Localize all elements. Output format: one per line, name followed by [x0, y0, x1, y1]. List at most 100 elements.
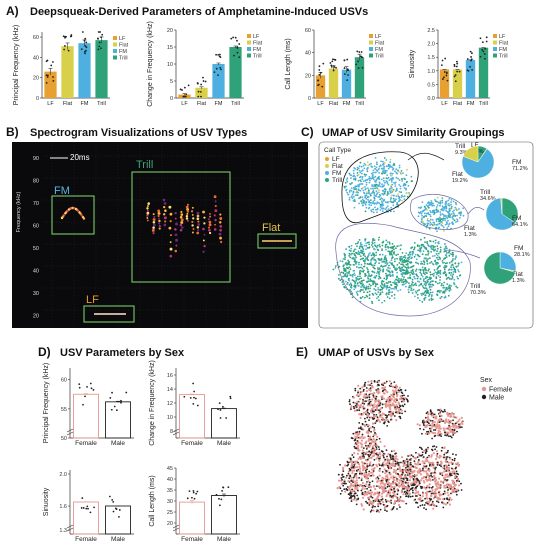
umap-point-mid — [426, 224, 429, 227]
umap-point-right — [402, 271, 405, 274]
umap-sex-point — [373, 458, 376, 461]
umap-point-right — [413, 246, 416, 249]
umap-sex-point — [439, 473, 442, 475]
umap-sex-point — [398, 408, 401, 411]
data-point — [215, 493, 218, 496]
umap-point-lower — [392, 281, 394, 284]
umap-point-right — [413, 248, 416, 250]
umap-sex-point — [378, 451, 381, 454]
umap-sex-point — [430, 427, 433, 430]
data-point — [222, 486, 224, 489]
umap-sex-point — [394, 481, 397, 484]
trill-trace — [163, 223, 167, 227]
y-tick-label: 2.5 — [427, 28, 435, 34]
umap-sex-point — [453, 429, 456, 432]
umap-point-upper — [353, 167, 355, 169]
trill-trace — [191, 224, 194, 227]
umap-sex-point — [365, 491, 369, 494]
umap-sex-point — [373, 493, 376, 496]
umap-point-upper — [371, 177, 374, 179]
data-point — [484, 47, 487, 50]
umap-sex-point — [356, 400, 359, 403]
umap-point-mid — [452, 212, 455, 215]
umap-point-right — [443, 286, 446, 289]
umap-point-lower — [388, 252, 391, 255]
umap-sex-point — [421, 486, 423, 488]
umap-point-lower — [406, 262, 409, 265]
umap-point-mid — [448, 204, 451, 207]
umap-sex-point — [354, 484, 357, 487]
category-label: Female — [181, 440, 203, 447]
umap-sex-point — [368, 442, 371, 445]
data-point — [443, 76, 445, 79]
trill-trace — [152, 223, 156, 227]
umap-sex-point — [446, 456, 449, 458]
umap-sex-point — [368, 396, 371, 399]
umap-point-right — [412, 288, 415, 291]
umap-sex-point — [350, 408, 352, 410]
data-point — [70, 34, 73, 36]
umap-sex-point — [354, 438, 357, 440]
umap-point-upper — [406, 168, 408, 171]
data-point — [111, 391, 113, 394]
umap-point-upper — [368, 176, 371, 178]
umap-point-lower — [383, 265, 386, 267]
umap-sex-point — [421, 448, 423, 451]
umap-point-right — [429, 291, 432, 294]
data-point — [453, 75, 456, 78]
umap-sex-point — [442, 427, 445, 430]
umap-point-lower — [360, 266, 362, 269]
umap-point-upper — [356, 174, 359, 177]
umap-point-right — [423, 283, 426, 285]
trill-trace — [174, 228, 177, 231]
umap-sex-point — [359, 467, 362, 470]
umap-point-lower — [377, 296, 380, 298]
data-point — [331, 60, 334, 63]
umap-point-lower — [344, 256, 346, 259]
umap-point-lower — [399, 289, 402, 291]
umap-point-upper — [361, 183, 364, 185]
legend-label: Flat — [375, 41, 385, 47]
umap-sex-point — [393, 502, 396, 505]
umap-point-right — [403, 276, 405, 278]
umap-point-right — [422, 280, 425, 282]
umap-point-right — [432, 275, 435, 277]
umap-point-upper — [375, 208, 377, 211]
umap-point-mid — [430, 223, 433, 226]
umap-point-lower — [390, 252, 393, 255]
umap-point-upper — [386, 177, 389, 180]
umap-point-upper — [352, 175, 355, 178]
call-label-fm: FM — [54, 185, 70, 197]
umap-sex-point — [372, 463, 375, 466]
umap-sex-point — [374, 409, 377, 411]
umap-point-lower — [387, 280, 390, 283]
umap-point-right — [424, 284, 427, 287]
umap-sex-point — [339, 487, 342, 490]
umap-sex-point — [396, 493, 399, 496]
umap-sex-point — [395, 455, 398, 458]
umap-sex-point — [370, 430, 372, 433]
umap-point-right — [425, 271, 427, 274]
umap-sex-point — [372, 485, 375, 488]
umap-point-right — [408, 256, 410, 259]
umap-point-right — [450, 278, 453, 280]
umap-sex-point — [408, 454, 411, 457]
umap-point-lower — [383, 277, 386, 280]
umap-point-mid — [423, 205, 426, 208]
data-point — [195, 492, 198, 495]
data-point — [219, 53, 221, 56]
umap-sex-point — [403, 398, 406, 401]
data-point — [238, 43, 241, 45]
axis-break — [66, 428, 74, 436]
pie-slice-label: Flat — [464, 225, 475, 232]
umap-sex-point — [393, 485, 396, 489]
umap-point-lower — [375, 283, 377, 286]
umap-point-right — [425, 248, 428, 251]
data-point — [83, 39, 86, 42]
umap-sex-point — [384, 421, 386, 423]
umap-point-lower — [366, 247, 369, 249]
umap-sex-point — [375, 438, 378, 441]
umap-point-right — [428, 257, 431, 260]
umap-point-upper — [375, 179, 378, 182]
